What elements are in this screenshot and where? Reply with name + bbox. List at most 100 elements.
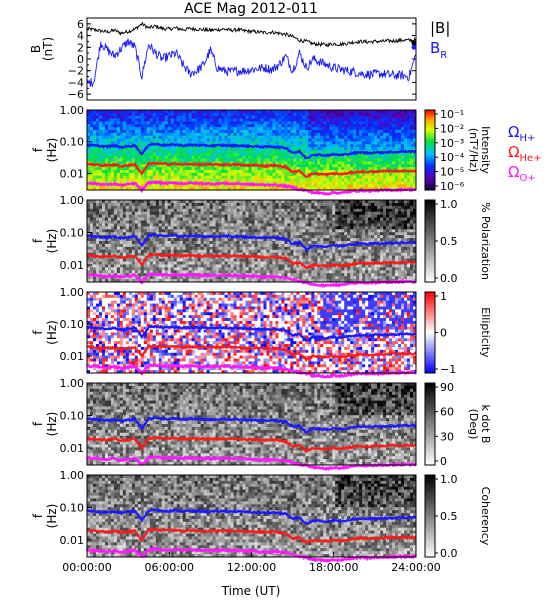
spectrogram-cell	[389, 139, 392, 142]
spectrogram-cell	[281, 176, 284, 179]
spectrogram-cell	[365, 141, 368, 144]
spectrogram-cell	[287, 113, 290, 116]
spectrogram-cell	[96, 244, 99, 247]
spectrogram-cell	[189, 238, 192, 241]
spectrogram-cell	[144, 141, 147, 144]
spectrogram-cell	[290, 159, 293, 162]
spectrogram-cell	[240, 116, 243, 119]
spectrogram-cell	[174, 238, 177, 241]
spectrogram-cell	[138, 256, 141, 259]
spectrogram-cell	[159, 215, 162, 218]
spectrogram-cell	[260, 203, 263, 206]
spectrogram-cell	[326, 139, 329, 142]
spectrogram-cell	[99, 215, 102, 218]
spectrogram-cell	[344, 130, 347, 133]
spectrogram-cell	[201, 147, 204, 150]
spectrogram-cell	[281, 203, 284, 206]
spectrogram-cell	[87, 130, 90, 133]
spectrogram-cell	[120, 241, 123, 244]
spectrogram-cell	[147, 209, 150, 212]
spectrogram-cell	[117, 116, 120, 119]
spectrogram-cell	[105, 215, 108, 218]
spectrogram-cell	[171, 203, 174, 206]
spectrogram-cell	[392, 184, 395, 187]
spectrogram-cell	[102, 203, 105, 206]
spectrogram-cell	[275, 259, 278, 262]
spectrogram-cell	[347, 141, 350, 144]
spectrogram-cell	[302, 121, 305, 124]
spectrogram-cell	[225, 147, 228, 150]
spectrogram-cell	[332, 184, 335, 187]
spectrogram-cell	[320, 179, 323, 182]
spectrogram-cell	[252, 159, 255, 162]
spectrogram-cell	[260, 226, 263, 229]
spectrogram-cell	[257, 247, 260, 250]
spectrogram-cell	[305, 150, 308, 153]
spectrogram-cell	[138, 133, 141, 136]
spectrogram-cell	[120, 264, 123, 267]
spectrogram-cell	[93, 212, 96, 215]
spectrogram-cell	[180, 259, 183, 262]
spectrogram-cell	[266, 136, 269, 139]
spectrogram-cell	[410, 179, 413, 182]
spectrogram-cell	[99, 176, 102, 179]
spectrogram-cell	[275, 232, 278, 235]
spectrogram-cell	[138, 270, 141, 273]
spectrogram-cell	[308, 167, 311, 170]
spectrogram-cell	[410, 159, 413, 162]
spectrogram-cell	[102, 259, 105, 262]
spectrogram-cell	[177, 203, 180, 206]
spectrogram-cell	[275, 124, 278, 127]
spectrogram-cell	[162, 218, 165, 221]
spectrogram-cell	[105, 153, 108, 156]
spectrogram-cell	[243, 223, 246, 226]
spectrogram-cell	[129, 218, 132, 221]
spectrogram-cell	[171, 116, 174, 119]
spectrogram-cell	[257, 262, 260, 265]
spectrogram-cell	[323, 127, 326, 130]
spectrogram-cell	[266, 262, 269, 265]
spectrogram-cell	[171, 267, 174, 270]
spectrogram-cell	[171, 244, 174, 247]
spectrogram-cell	[266, 139, 269, 142]
spectrogram-cell	[225, 270, 228, 273]
spectrogram-cell	[278, 212, 281, 215]
spectrogram-cell	[93, 226, 96, 229]
spectrogram-cell	[171, 215, 174, 218]
spectrogram-cell	[243, 209, 246, 212]
spectrogram-cell	[365, 144, 368, 147]
spectrogram-cell	[117, 173, 120, 176]
spectrogram-cell	[266, 229, 269, 232]
spectrogram-cell	[407, 176, 410, 179]
spectrogram-cell	[123, 264, 126, 267]
spectrogram-cell	[186, 209, 189, 212]
spectrogram-cell	[377, 121, 380, 124]
spectrogram-cell	[284, 161, 287, 164]
spectrogram-cell	[195, 241, 198, 244]
spectrogram-cell	[198, 136, 201, 139]
spectrogram-cell	[96, 113, 99, 116]
spectrogram-cell	[129, 147, 132, 150]
spectrogram-cell	[165, 121, 168, 124]
spectrogram-cell	[222, 221, 225, 224]
spectrogram-cell	[87, 153, 90, 156]
spectrogram-cell	[290, 139, 293, 142]
spectrogram-cell	[284, 124, 287, 127]
spectrogram-cell	[362, 124, 365, 127]
spectrogram-cell	[257, 150, 260, 153]
spectrogram-cell	[201, 244, 204, 247]
spectrogram-cell	[132, 250, 135, 253]
spectrogram-cell	[240, 212, 243, 215]
spectrogram-cell	[362, 130, 365, 133]
spectrogram-cell	[177, 113, 180, 116]
spectrogram-cell	[90, 176, 93, 179]
spectrogram-cell	[132, 119, 135, 122]
spectrogram-cell	[332, 113, 335, 116]
spectrogram-cell	[260, 156, 263, 159]
spectrogram-cell	[359, 144, 362, 147]
spectrogram-cell	[392, 141, 395, 144]
spectrogram-cell	[126, 173, 129, 176]
spectrogram-cell	[111, 229, 114, 232]
spectrogram-cell	[305, 119, 308, 122]
